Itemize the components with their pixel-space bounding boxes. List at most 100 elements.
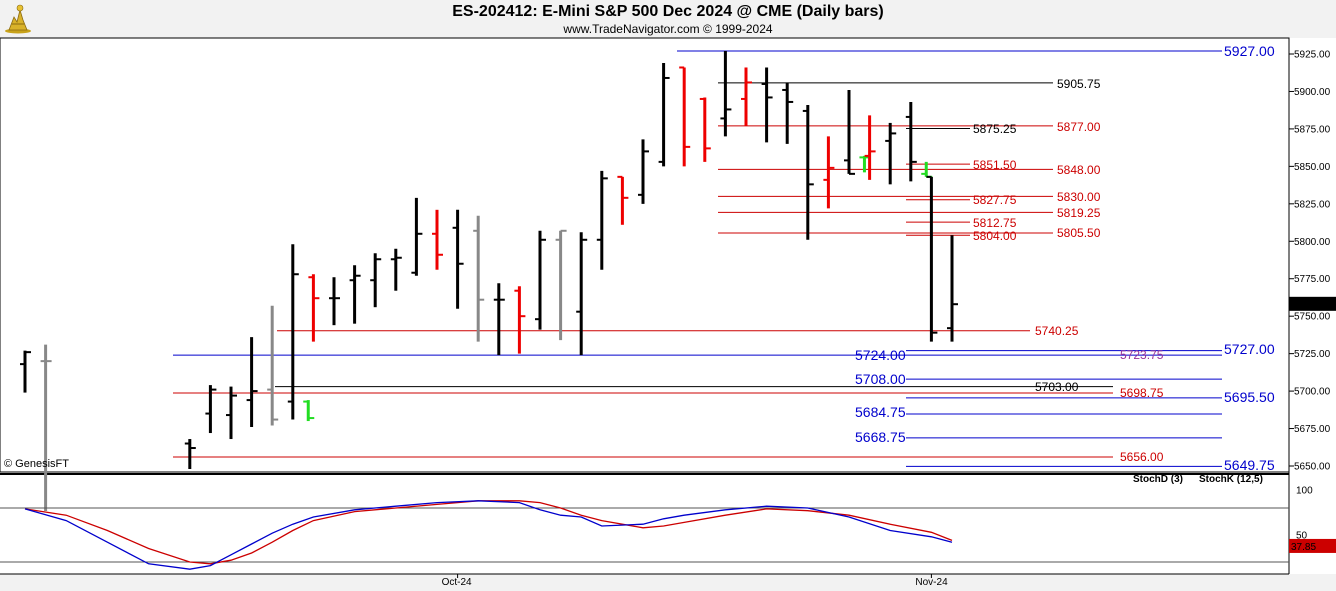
level-label: 5804.00 <box>973 229 1017 243</box>
ohlc-bar <box>493 283 505 356</box>
y-tick-label: 5775.00 <box>1294 274 1331 285</box>
ohlc-bar <box>905 101 917 182</box>
ohlc-bar <box>617 175 629 225</box>
level-label: 5649.75 <box>1224 457 1275 473</box>
y-tick-label: 5825.00 <box>1294 199 1331 210</box>
level-label: 5905.75 <box>1057 77 1101 91</box>
ohlc-bar <box>390 248 402 291</box>
level-label: 5827.75 <box>973 193 1017 207</box>
level-label: 5708.00 <box>855 371 906 387</box>
y-tick-label: 5850.00 <box>1294 162 1331 173</box>
stochastic-panel: 100 50 StochD (3) StochK (12,5) 37.85 <box>0 474 1336 570</box>
stoch-line-d <box>24 500 953 565</box>
ohlc-bar <box>205 385 217 434</box>
ohlc-bar <box>741 67 752 126</box>
last-price-label: 5758.25 <box>1291 300 1328 311</box>
y-tick-label: 5675.00 <box>1294 424 1331 435</box>
ohlc-bar <box>926 175 938 342</box>
ohlc-bar <box>452 209 464 309</box>
level-label: 5877.00 <box>1057 120 1101 134</box>
stoch-legend-d: StochD (3) <box>1133 474 1183 485</box>
ohlc-bar <box>658 62 670 167</box>
chart-title: ES-202412: E-Mini S&P 500 Dec 2024 @ CME… <box>452 3 884 20</box>
level-label: 5723.75 <box>1120 348 1164 362</box>
chart-frame <box>0 37 1336 591</box>
ohlc-bar <box>596 170 608 270</box>
ohlc-bar <box>226 386 237 440</box>
price-axis: 5925.00 5900.00 5875.00 5850.00 5825.00 5800.… <box>1289 50 1336 473</box>
y-tick-label: 5700.00 <box>1294 387 1331 398</box>
level-label: 5830.00 <box>1057 190 1101 204</box>
price-pane <box>0 37 1290 473</box>
genesis-watermark: © GenesisFT <box>4 458 69 470</box>
level-label: 5656.00 <box>1120 450 1164 464</box>
ohlc-bar <box>40 344 52 511</box>
level-label: 5695.50 <box>1224 389 1275 405</box>
chart-header: ES-202412: E-Mini S&P 500 Dec 2024 @ CME… <box>0 0 1336 38</box>
ohlc-bar <box>761 67 773 143</box>
level-label: 5703.00 <box>1035 380 1079 394</box>
ohlc-bar <box>720 51 732 137</box>
ohlc-bar <box>782 82 794 144</box>
level-label: 5727.00 <box>1224 341 1275 357</box>
ohlc-bar <box>638 139 649 204</box>
level-label: 5698.75 <box>1120 386 1164 400</box>
x-tick-label: Nov-24 <box>915 577 948 588</box>
ohlc-bar <box>576 232 588 356</box>
ohlc-bar <box>699 97 711 162</box>
x-tick-label: Oct-24 <box>442 577 472 588</box>
ohlc-bar <box>514 286 526 354</box>
ohlc-bar <box>267 305 279 426</box>
y-tick-label: 5725.00 <box>1294 349 1331 360</box>
ohlc-bar <box>802 104 814 240</box>
ohlc-bar <box>184 439 196 469</box>
level-label: 5805.50 <box>1057 226 1101 240</box>
price-bars <box>20 51 958 511</box>
level-label: 5848.00 <box>1057 163 1101 177</box>
level-label: 5851.50 <box>973 158 1017 172</box>
level-label: 5668.75 <box>855 429 906 445</box>
date-strip <box>0 574 1336 591</box>
level-label: 5812.75 <box>973 216 1017 230</box>
ohlc-bar <box>303 400 315 422</box>
y-tick-label: 5650.00 <box>1294 462 1331 473</box>
ohlc-bar <box>844 89 855 175</box>
ohlc-bar <box>679 66 691 167</box>
ohlc-bar <box>864 115 876 180</box>
ohlc-bar <box>308 274 320 342</box>
ohlc-bar <box>823 136 835 209</box>
y-tick-label: 5875.00 <box>1294 124 1331 135</box>
ohlc-bar <box>885 122 897 185</box>
stoch-last-box <box>1289 538 1336 553</box>
ohlc-bar <box>349 265 361 324</box>
ohlc-bar <box>246 337 258 428</box>
ohlc-bar <box>535 230 546 330</box>
ohlc-bar <box>329 277 340 326</box>
stoch-line-k <box>24 500 953 570</box>
ohlc-bar <box>473 215 485 342</box>
level-label: 5724.00 <box>855 347 906 363</box>
ohlc-bar <box>287 244 299 420</box>
level-label: 5684.75 <box>855 404 906 420</box>
ohlc-bar <box>555 229 567 341</box>
y-tick-label: 5800.00 <box>1294 237 1331 248</box>
y-tick-label: 5750.00 <box>1294 312 1331 323</box>
chart-subtitle: www.TradeNavigator.com © 1999-2024 <box>563 22 773 36</box>
stoch-legend-k: StochK (12,5) <box>1199 474 1263 485</box>
stoch-tick-label: 100 <box>1296 486 1313 497</box>
ohlc-bar <box>432 209 443 270</box>
level-label: 5927.00 <box>1224 43 1275 59</box>
y-tick-label: 5925.00 <box>1294 50 1331 61</box>
date-axis: Oct-24 Nov-24 <box>442 574 948 588</box>
y-tick-label: 5900.00 <box>1294 87 1331 98</box>
level-label: 5740.25 <box>1035 324 1079 338</box>
trade-navigator-logo <box>5 4 31 34</box>
stoch-tick-label: 50 <box>1296 531 1308 542</box>
last-price-box <box>1289 296 1336 311</box>
stoch-last-label: 37.85 <box>1291 542 1316 553</box>
ohlc-bar <box>20 350 31 393</box>
ohlc-bar <box>411 197 423 276</box>
level-label: 5875.25 <box>973 122 1017 136</box>
ohlc-bar <box>370 253 382 308</box>
level-label: 5819.25 <box>1057 206 1101 220</box>
